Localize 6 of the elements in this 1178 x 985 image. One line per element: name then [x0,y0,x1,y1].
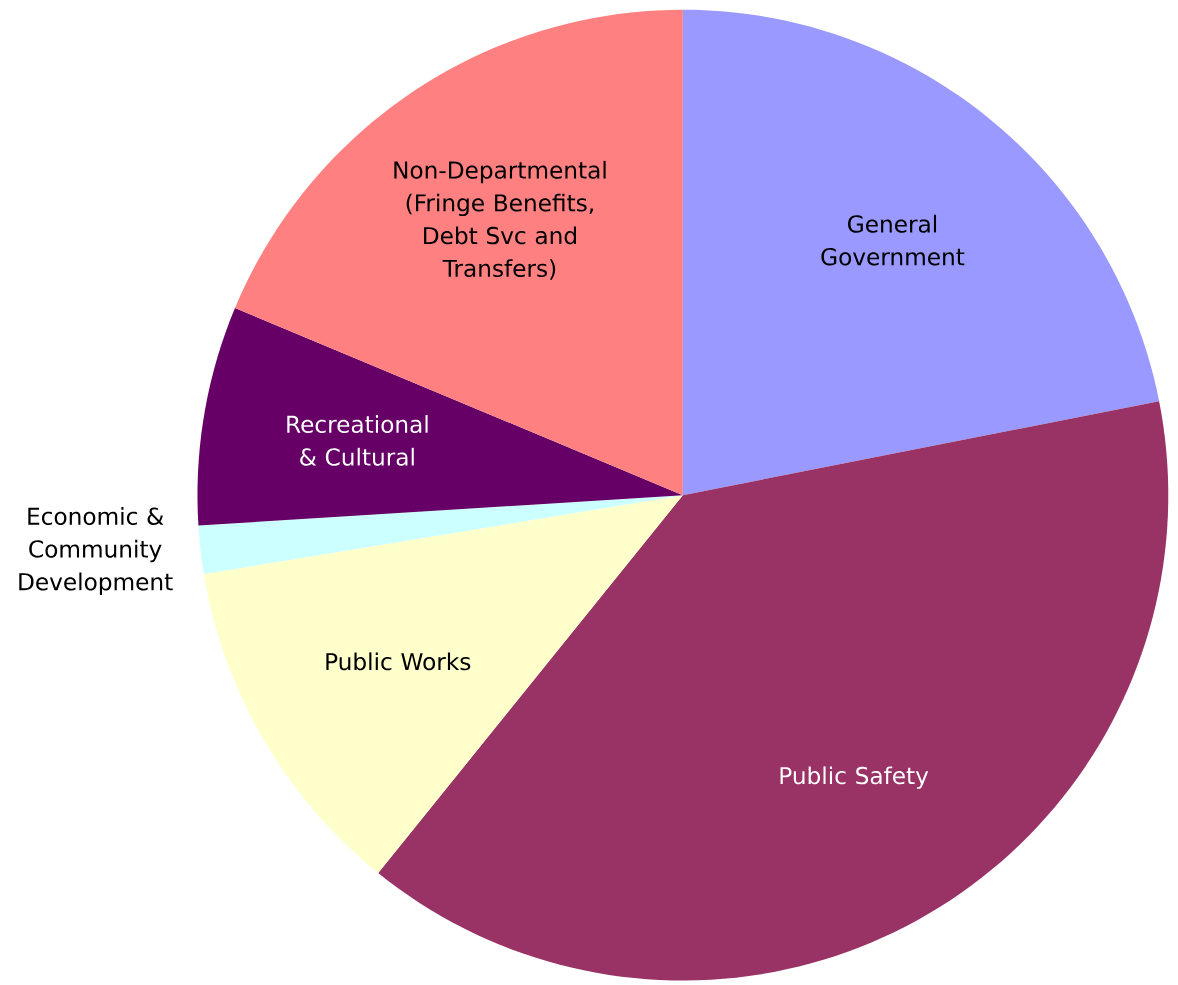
slice-label: Recreational & Cultural [287,414,428,466]
slice-label: Public Works [326,652,471,671]
slice-label: Public Safety [780,766,929,789]
slice-label: General Government [821,214,965,266]
slice-label: Economic & Community Development [19,506,173,595]
slice-label: Non-Departmental (Fringe Benefits, Debt Svc and Transfers) [394,160,606,280]
